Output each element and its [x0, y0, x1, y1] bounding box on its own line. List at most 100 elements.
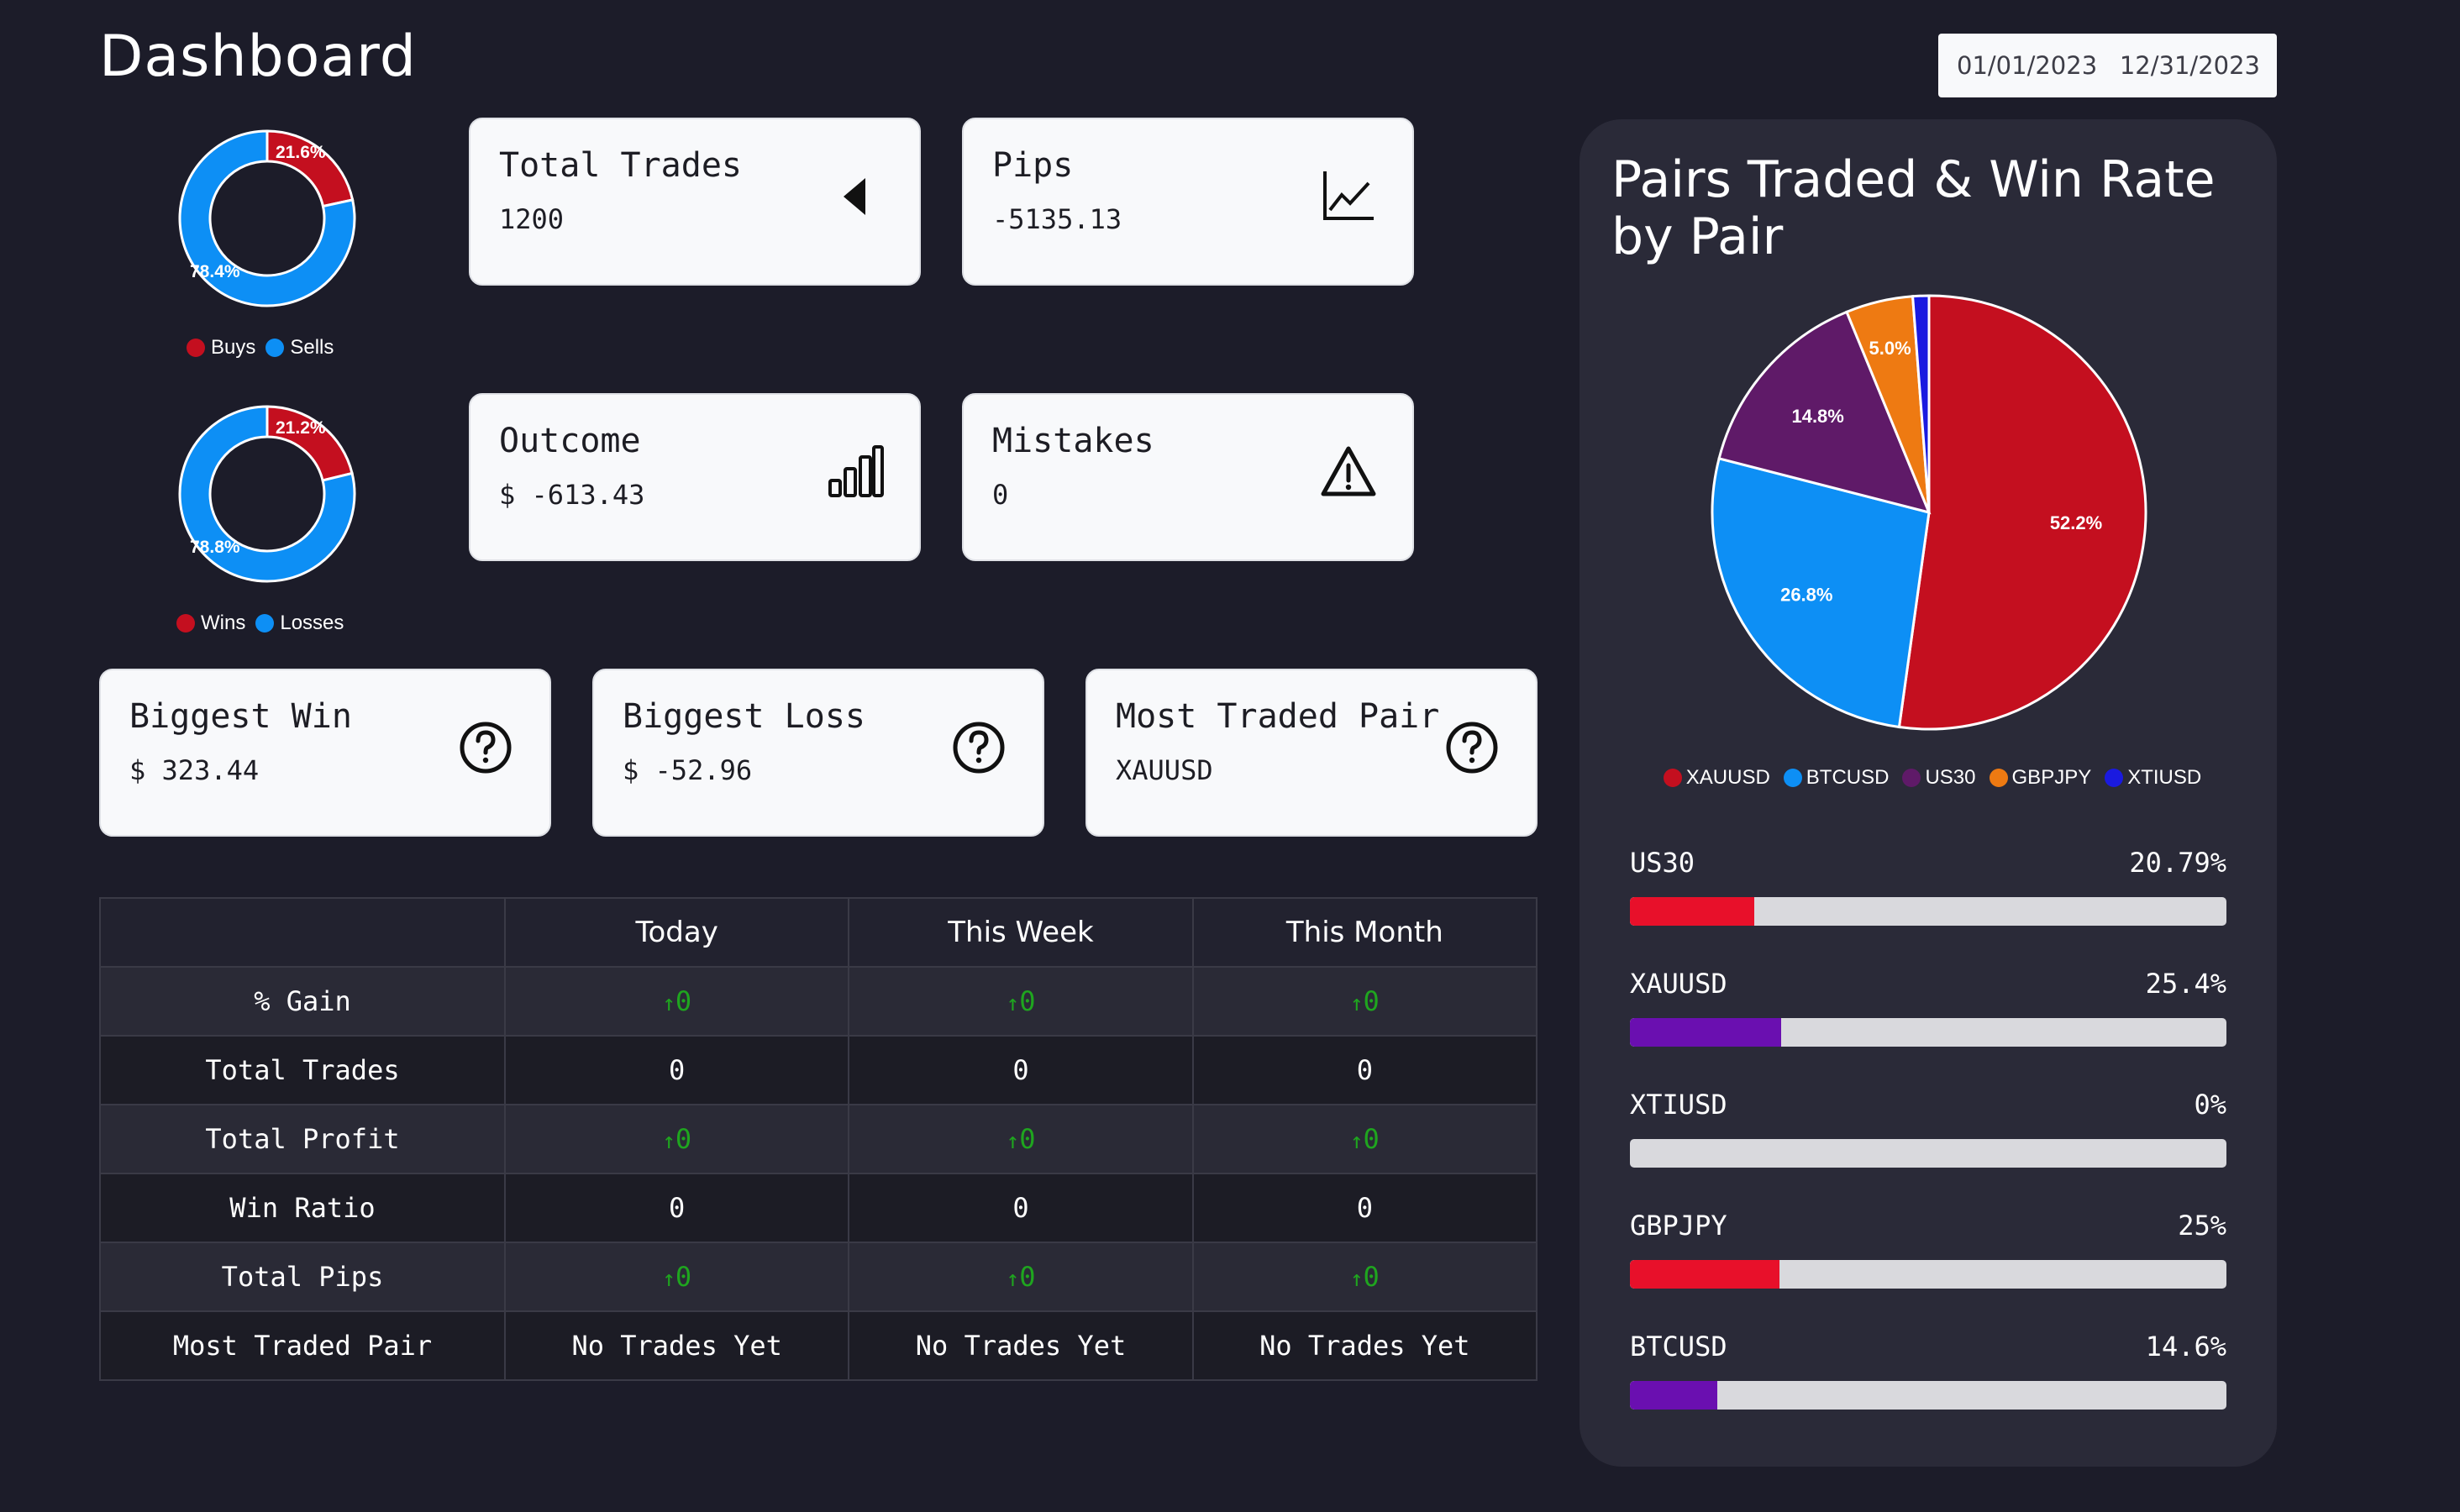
row-label: Total Trades — [99, 1035, 506, 1105]
win-rate-bar — [1630, 1381, 2226, 1410]
card-title: Biggest Win — [129, 697, 352, 736]
legend-label: BTCUSD — [1806, 766, 1890, 789]
mistakes-card[interactable]: Mistakes 0 — [962, 393, 1414, 561]
outcome-card[interactable]: Outcome $ -613.43 — [469, 393, 921, 561]
table-cell: No Trades Yet — [503, 1310, 850, 1381]
legend-label-wins: Wins — [201, 612, 246, 634]
table-cell: 0 — [1191, 1035, 1538, 1105]
table-row: Total Profit ↑0 ↑0 ↑0 — [99, 1104, 1538, 1174]
table-cell: ↑0 — [503, 1104, 850, 1174]
cell-value: 0 — [1019, 1123, 1036, 1155]
legend-label: US30 — [1925, 766, 1976, 789]
up-arrow-icon: ↑ — [1006, 991, 1020, 1016]
question-icon[interactable] — [1442, 717, 1502, 778]
card-title: Mistakes — [992, 422, 1154, 460]
donut-slice-losses[interactable] — [178, 405, 356, 583]
legend-swatch — [2105, 769, 2124, 787]
table-cell: ↑0 — [1191, 966, 1538, 1037]
card-value: XAUUSD — [1116, 754, 1213, 786]
legend-swatch — [1663, 769, 1682, 787]
pips-card[interactable]: Pips -5135.13 — [962, 118, 1414, 286]
legend-item-losses[interactable]: Losses — [255, 612, 344, 635]
question-icon[interactable] — [455, 717, 516, 778]
pie-data-label: 52.2% — [2050, 512, 2102, 533]
table-cell: 0 — [503, 1173, 850, 1243]
table-row: % Gain ↑0 ↑0 ↑0 — [99, 966, 1538, 1037]
row-label: Total Pips — [99, 1242, 506, 1312]
date-end[interactable]: 12/31/2023 — [2119, 51, 2260, 80]
pair-name: US30 — [1630, 847, 1695, 879]
pair-name: XAUUSD — [1630, 968, 1727, 1000]
card-value: $ -52.96 — [623, 754, 753, 786]
card-value: -5135.13 — [992, 203, 1122, 235]
pie-data-label: 5.0% — [1869, 338, 1911, 359]
table-row: Total Pips ↑0 ↑0 ↑0 — [99, 1242, 1538, 1312]
table-cell: No Trades Yet — [1191, 1310, 1538, 1381]
pie-slice-btcusd[interactable] — [1711, 457, 1931, 729]
legend-swatch — [1902, 769, 1921, 787]
legend-item-sells[interactable]: Sells — [265, 336, 334, 360]
pie-slice-xauusd[interactable] — [1897, 294, 2147, 731]
warning-icon — [1321, 446, 1376, 496]
table-row: Win Ratio 0 0 0 — [99, 1173, 1538, 1243]
question-icon[interactable] — [949, 717, 1009, 778]
biggest-loss-card[interactable]: Biggest Loss $ -52.96 — [592, 669, 1044, 837]
most-traded-pair-card[interactable]: Most Traded Pair XAUUSD — [1085, 669, 1538, 837]
legend-label: XAUUSD — [1685, 766, 1770, 789]
pie-slice-us30[interactable] — [1717, 310, 1932, 515]
date-range-picker[interactable]: 01/01/2023 12/31/2023 — [1938, 34, 2277, 97]
pairs-panel-title: Pairs Traded & Win Rate by Pair — [1611, 150, 2216, 266]
table-cell: ↑0 — [848, 966, 1194, 1037]
pair-win-rate: 14.6% — [2145, 1331, 2226, 1362]
table-cell: ↑0 — [1191, 1242, 1538, 1312]
card-title: Outcome — [499, 422, 641, 460]
pair-name: XTIUSD — [1630, 1089, 1727, 1121]
pair-win-rate: 25.4% — [2145, 968, 2226, 1000]
legend-swatch — [1783, 769, 1802, 787]
table-cell: 0 — [1191, 1173, 1538, 1243]
win-rate-bar-fill — [1630, 1381, 1717, 1410]
legend-item-btcusd[interactable]: BTCUSD — [1783, 763, 1890, 793]
legend-label-buys: Buys — [211, 336, 256, 359]
table-header: This Month — [1191, 897, 1538, 968]
caret-left-icon[interactable] — [825, 166, 886, 227]
pair-name: BTCUSD — [1630, 1331, 1727, 1362]
card-title: Total Trades — [499, 146, 742, 185]
card-value: $ 323.44 — [129, 754, 260, 786]
pair-win-rate: 20.79% — [2129, 847, 2226, 879]
pie-slice-xtiusd[interactable] — [1911, 294, 1931, 513]
legend-item-buys[interactable]: Buys — [187, 336, 255, 360]
donut-data-label: 21.2% — [276, 418, 326, 438]
legend-item-xtiusd[interactable]: XTIUSD — [2105, 763, 2201, 793]
cell-value: 0 — [1019, 1261, 1036, 1293]
win-rate-bar-fill — [1630, 1260, 1779, 1289]
table-header-row: Today This Week This Month — [99, 897, 1538, 968]
total-trades-card[interactable]: Total Trades 1200 — [469, 118, 921, 286]
cell-value: 0 — [1019, 985, 1036, 1017]
card-value: $ -613.43 — [499, 479, 645, 511]
row-label: Most Traded Pair — [99, 1310, 506, 1381]
table-cell: 0 — [848, 1035, 1194, 1105]
legend-item-gbpjpy[interactable]: GBPJPY — [1989, 763, 2091, 793]
table-cell: ↑0 — [1191, 1104, 1538, 1174]
line-chart-icon — [1323, 171, 1374, 220]
donut-data-label: 78.8% — [190, 538, 240, 557]
table-cell: ↑0 — [503, 966, 850, 1037]
donut-slice-sells[interactable] — [178, 129, 356, 307]
page-title: Dashboard — [99, 24, 417, 90]
legend-item-wins[interactable]: Wins — [176, 612, 245, 635]
date-start[interactable]: 01/01/2023 — [1957, 51, 2098, 80]
table-cell: 0 — [503, 1035, 850, 1105]
legend-item-us30[interactable]: US30 — [1902, 763, 1976, 793]
card-value: 0 — [992, 479, 1009, 511]
biggest-win-card[interactable]: Biggest Win $ 323.44 — [99, 669, 551, 837]
cell-value: 0 — [675, 1123, 692, 1155]
legend-item-xauusd[interactable]: XAUUSD — [1663, 763, 1770, 793]
cell-value: 0 — [675, 1261, 692, 1293]
up-arrow-icon: ↑ — [1349, 1129, 1364, 1154]
up-arrow-icon: ↑ — [662, 991, 675, 1016]
pie-data-label: 26.8% — [1780, 585, 1832, 606]
cell-value: 0 — [1363, 1261, 1380, 1293]
table-row: Most Traded Pair No Trades Yet No Trades Y… — [99, 1310, 1538, 1381]
pie-legend: XAUUSD BTCUSD US30 GBPJPY XTIUSD — [1647, 763, 2218, 793]
